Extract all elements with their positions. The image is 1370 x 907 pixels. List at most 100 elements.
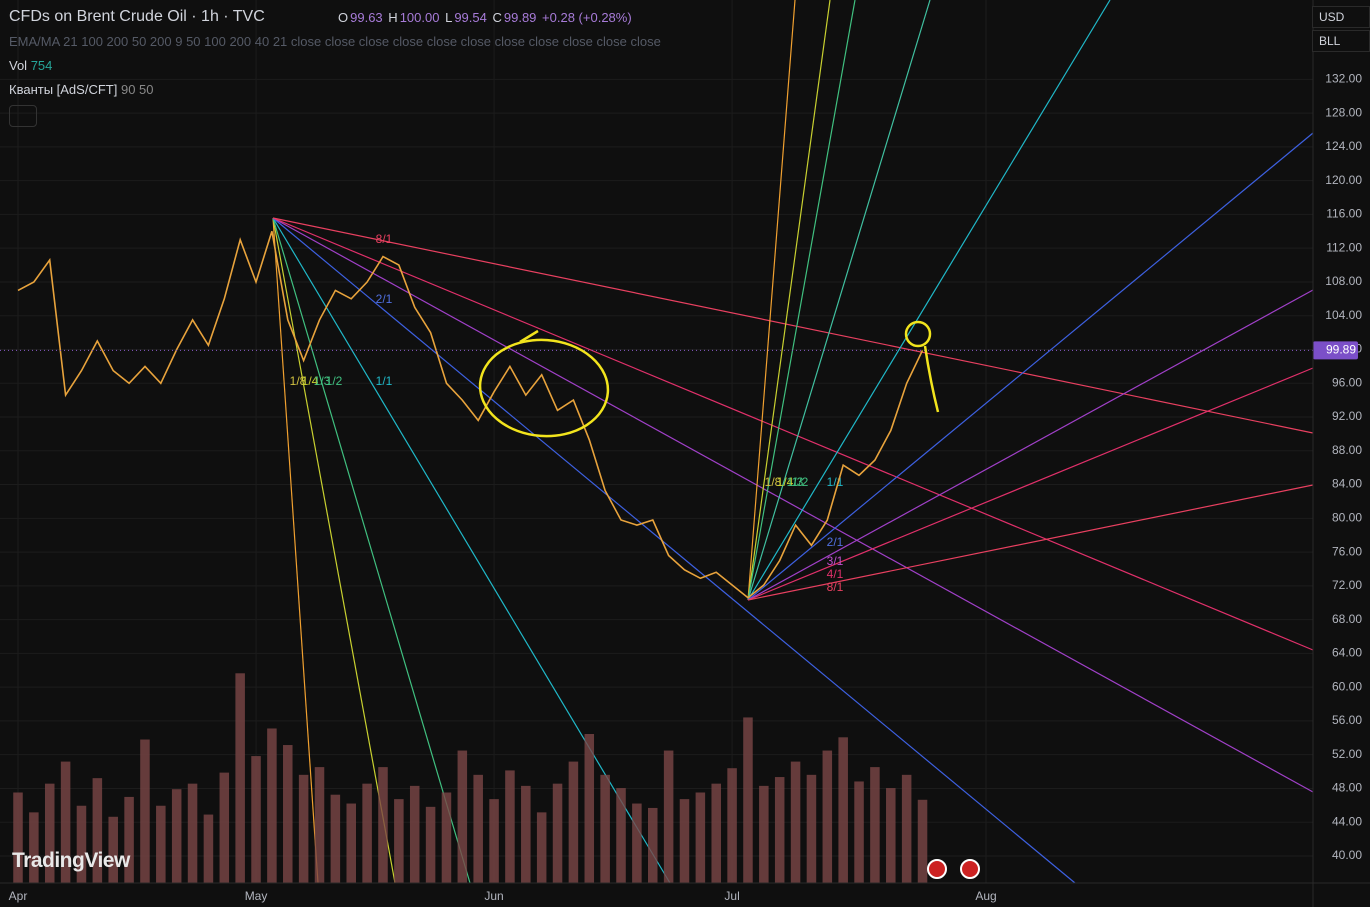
- ohlc-value: 99.63: [350, 10, 383, 25]
- volume-bar: [60, 761, 71, 883]
- collapse-button[interactable]: [9, 105, 37, 127]
- volume-bar: [854, 781, 864, 883]
- volume-bar: [901, 774, 912, 883]
- volume-label: Vol: [9, 58, 28, 73]
- quant-legend[interactable]: Кванты [AdS/CFT] 90 50: [9, 82, 154, 97]
- volume-bar: [124, 796, 134, 883]
- ohlc-label: O: [338, 10, 349, 25]
- y-tick-label: 132.00: [1325, 72, 1362, 86]
- volume-bar: [235, 673, 245, 883]
- y-tick-label: 96.00: [1332, 375, 1362, 389]
- fan-line: [747, 0, 796, 601]
- volume-bar: [759, 785, 769, 883]
- volume-bar: [663, 750, 674, 883]
- event-icon[interactable]: [927, 859, 947, 879]
- last-price-label: 99.89: [1326, 343, 1356, 357]
- y-tick-label: 64.00: [1332, 646, 1362, 660]
- fan-line: [747, 0, 831, 601]
- logo: TradingView: [12, 849, 130, 872]
- volume-bar: [267, 728, 277, 883]
- volume-bar: [616, 788, 626, 883]
- symbol-title[interactable]: CFDs on Brent Crude Oil · 1h · TVC: [9, 8, 265, 26]
- fan-label: 1/3: [314, 374, 331, 388]
- fan-label: 2/1: [827, 535, 844, 549]
- volume-bar: [473, 774, 483, 883]
- y-tick-label: 48.00: [1332, 781, 1362, 795]
- volume-bar: [330, 794, 341, 883]
- fan-label: 1/2: [792, 475, 809, 489]
- volume-bar: [505, 770, 515, 883]
- gann-fans: 8/12/11/81/41/31/2 1/11/81/41/31/2 1/12/13…: [272, 0, 1314, 884]
- fan-line: [272, 217, 471, 884]
- fan-label: 3/1: [827, 554, 844, 568]
- y-tick-label: 104.00: [1325, 308, 1362, 322]
- ohlc-value: 99.89: [503, 10, 537, 25]
- x-tick-label: Aug: [975, 889, 996, 903]
- volume-bar: [695, 792, 706, 883]
- ohlc-label: C: [492, 10, 502, 25]
- volume-bar: [219, 772, 230, 883]
- volume-bar: [838, 737, 848, 883]
- volume-bar: [552, 783, 563, 883]
- y-tick-label: 72.00: [1332, 578, 1362, 592]
- volume-bar: [886, 788, 896, 883]
- indicator-legend[interactable]: EMA/MA 21 100 200 50 200 9 50 100 200 40…: [9, 34, 661, 49]
- volume-value: 754: [30, 58, 53, 73]
- currency-select[interactable]: USD: [1312, 6, 1370, 28]
- ohlc-label: L: [445, 10, 453, 25]
- volume-bar: [727, 768, 737, 883]
- volume-bar: [298, 774, 309, 883]
- fan-line: [272, 217, 396, 884]
- volume-bar: [790, 761, 801, 883]
- volume-bar: [92, 778, 103, 883]
- volume-bar: [632, 803, 642, 883]
- unit-select[interactable]: BLL: [1312, 30, 1370, 52]
- y-tick-label: 128.00: [1325, 105, 1362, 119]
- ohlc-value: 99.54: [454, 10, 487, 25]
- quant-value: 90 50: [120, 82, 154, 97]
- fan-label: 1/8: [290, 374, 307, 388]
- fan-line: [747, 0, 856, 601]
- hand-annotations: [478, 320, 940, 438]
- volume-bar: [187, 783, 198, 883]
- fan-label: 1/4: [302, 374, 319, 388]
- y-tick-label: 112.00: [1326, 240, 1362, 254]
- fan-line: [272, 217, 1314, 434]
- last-price-badge: [1313, 341, 1358, 360]
- volume-bar: [44, 783, 55, 883]
- volume-bar: [489, 799, 499, 883]
- fan-label: 2/1: [376, 292, 393, 306]
- stroke-annotation: [519, 329, 539, 344]
- y-tick-label: 56.00: [1332, 713, 1362, 727]
- symbol[interactable]: CFDs on Brent Crude Oil · 1h · TVC: [9, 8, 265, 25]
- volume-bar: [600, 774, 610, 883]
- event-icon[interactable]: [960, 859, 980, 879]
- change: +0.28 (+0.28%): [542, 10, 632, 25]
- fan-line: [747, 0, 1111, 601]
- volume-bar: [425, 806, 436, 883]
- ohlc-value: 100.00: [399, 10, 440, 25]
- volume-legend[interactable]: Vol 754: [9, 58, 52, 73]
- volume-bar: [346, 803, 357, 883]
- fan-label: 1/1: [827, 475, 844, 489]
- volume-bar: [76, 805, 87, 883]
- fan-label: 8/1: [827, 580, 844, 594]
- quant-label: Кванты [AdS/CFT]: [9, 82, 118, 97]
- circle-annotation: [478, 338, 610, 438]
- fan-label: 1/8: [765, 475, 782, 489]
- volume-bar: [521, 785, 531, 883]
- volume-bar: [203, 814, 214, 883]
- fan-line: [272, 217, 1314, 793]
- y-tick-label: 68.00: [1332, 612, 1362, 626]
- volume-bar: [711, 783, 721, 883]
- fan-line: [747, 0, 931, 601]
- volume-bar: [917, 799, 928, 883]
- volume-bar: [409, 785, 420, 883]
- y-tick-label: 116.00: [1326, 207, 1362, 221]
- x-tick-label: Apr: [9, 889, 28, 903]
- fan-label: 1/2: [326, 374, 343, 388]
- volume-bar: [870, 767, 880, 883]
